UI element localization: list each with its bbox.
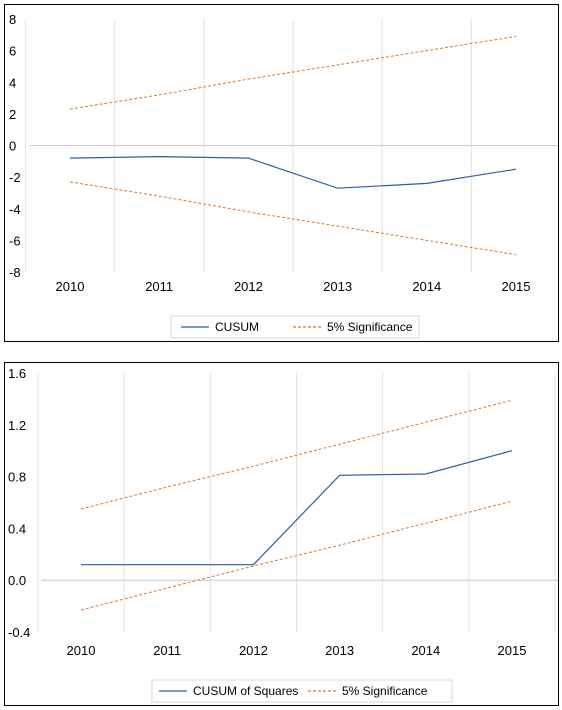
legend-label: CUSUM <box>215 320 259 334</box>
y-tick-label: 6 <box>9 44 16 59</box>
legend-label: 5% Significance <box>327 320 413 334</box>
y-tick-label: 0.4 <box>8 521 26 536</box>
x-tick-label: 2012 <box>239 643 268 658</box>
cusum-of-squares-chart-panel: 1.6 1.2 0.8 0.4 0.0 -0.4 2010 2011 2012 2013 2014 2… <box>4 362 559 706</box>
y-tick-label: 2 <box>9 107 16 122</box>
y-tick-label: -0.4 <box>8 625 30 640</box>
y-tick-label: 1.6 <box>8 366 26 381</box>
x-tick-label: 2015 <box>498 643 527 658</box>
y-tick-label: 1.2 <box>8 418 26 433</box>
x-tick-label: 2013 <box>323 279 352 294</box>
significance-line <box>80 399 513 510</box>
x-tick-label: 2011 <box>145 279 173 294</box>
significance-line <box>69 181 517 256</box>
series-line <box>81 450 513 566</box>
y-tick-label: -8 <box>9 265 21 280</box>
x-tick-label: 2014 <box>411 643 440 658</box>
legend-label: CUSUM of Squares <box>193 684 298 698</box>
y-tick-label: -4 <box>9 202 21 217</box>
x-tick-label: 2011 <box>153 643 181 658</box>
x-tick-label: 2012 <box>234 279 263 294</box>
cusum-chart: 8 6 4 2 0 -2 -4 -6 -8 2010 2011 2012 2013 2014 2015 CUS… <box>9 12 558 339</box>
significance-line <box>80 500 513 611</box>
cusum-of-squares-chart: 1.6 1.2 0.8 0.4 0.0 -0.4 2010 2011 2012 2013 2014 2… <box>8 366 558 703</box>
y-tick-label: 0 <box>9 139 16 154</box>
series-line <box>69 155 517 189</box>
legend-label: 5% Significance <box>342 684 428 698</box>
y-tick-label: 0.0 <box>8 573 26 588</box>
x-tick-label: 2010 <box>67 643 96 658</box>
x-tick-label: 2015 <box>502 279 531 294</box>
y-tick-label: -6 <box>9 233 21 248</box>
y-tick-label: -2 <box>9 170 21 185</box>
x-tick-label: 2010 <box>56 279 85 294</box>
x-tick-label: 2013 <box>325 643 354 658</box>
legend-box <box>151 679 453 703</box>
y-tick-label: 4 <box>9 75 16 90</box>
x-tick-label: 2014 <box>412 279 441 294</box>
y-tick-label: 0.8 <box>8 470 26 485</box>
y-tick-label: 8 <box>9 12 16 27</box>
significance-line <box>69 35 517 110</box>
cusum-chart-panel: 8 6 4 2 0 -2 -4 -6 -8 2010 2011 2012 2013 2014 2015 CUS… <box>4 4 559 342</box>
